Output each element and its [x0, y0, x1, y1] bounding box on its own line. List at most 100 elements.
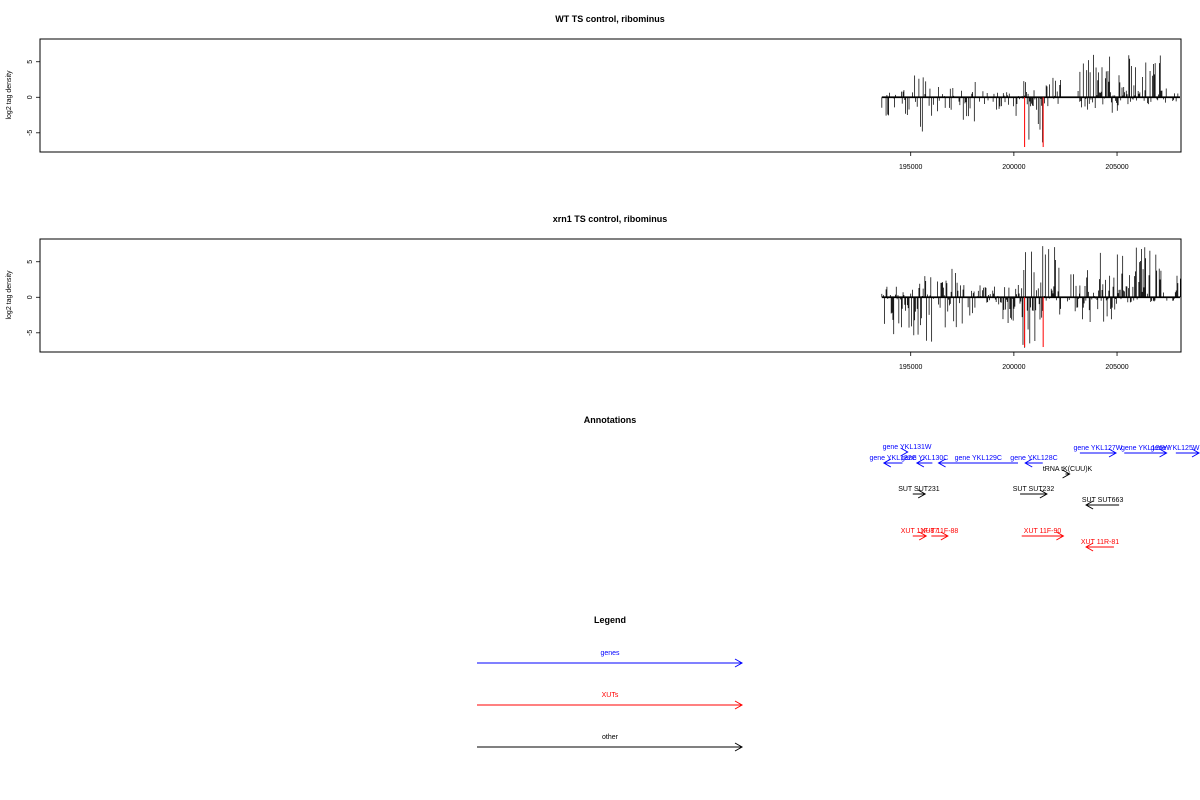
annotation-feature: gene YKL127W — [1073, 445, 1123, 458]
legend-entry: XUTs — [477, 692, 744, 710]
annotation-feature: tRNA tK(CUU)K — [1043, 466, 1093, 479]
density-bar-group — [881, 286, 913, 335]
feature-arrow-head — [1062, 469, 1071, 479]
feature-label: SUT SUT232 — [1013, 486, 1055, 493]
feature-arrow-head — [1108, 448, 1118, 458]
density-bar-group — [958, 81, 980, 122]
feature-arrow-head — [937, 458, 946, 468]
annotation-feature: SUT SUT663 — [1082, 497, 1124, 510]
feature-label: gene YKL131W — [883, 444, 932, 451]
legend-label: XUTs — [602, 692, 619, 699]
y-tick-label: 0 — [27, 95, 34, 99]
density-bar-group — [881, 90, 913, 116]
legend-entry: other — [477, 734, 744, 752]
feature-arrow-head — [915, 458, 925, 468]
x-tick-label: 205000 — [1105, 164, 1128, 171]
plot-frame — [39, 38, 1182, 153]
density-bar-group — [937, 87, 955, 112]
x-tick-label: 195000 — [899, 364, 922, 371]
y-tick-label: -5 — [27, 330, 34, 336]
legend-arrow-head — [734, 700, 744, 710]
density-bar-group — [937, 268, 965, 328]
y-tick-label: -5 — [27, 130, 34, 136]
feature-arrow-head — [900, 447, 909, 457]
y-tick-label: 5 — [27, 60, 34, 64]
density-bar-group — [1172, 93, 1179, 102]
density-bar-group — [1042, 246, 1061, 315]
density-bar-group — [914, 75, 934, 132]
plot-area: -5 0 5 195000 200000 205000 — [27, 238, 1182, 371]
feature-label: gene YKL127W — [1073, 445, 1122, 452]
feature-arrow-head — [1024, 458, 1033, 468]
density-bar-group — [1021, 251, 1043, 348]
feature-label: gene YKL130C — [901, 455, 948, 462]
feature-label: gene YKL128C — [1010, 455, 1057, 462]
feature-arrow-head — [1191, 448, 1200, 458]
density-bar-group — [1119, 247, 1162, 303]
density-bar-group — [1079, 54, 1122, 113]
panel-title: WT TS control, ribominus — [555, 14, 665, 24]
x-tick-label: 205000 — [1105, 364, 1128, 371]
legend-label: other — [602, 734, 619, 741]
density-bar-group — [913, 276, 934, 342]
legend-label: genes — [600, 650, 620, 657]
density-bar-group — [1079, 252, 1120, 323]
feature-label: gene YKL125W — [1151, 445, 1200, 452]
annotation-feature: gene YKL126W — [1121, 445, 1170, 458]
annotations-title: Annotations — [584, 415, 637, 425]
feature-label: SUT SUT231 — [898, 486, 940, 493]
annotation-feature: gene YKL129C — [937, 455, 1018, 468]
density-bar-group — [982, 91, 1020, 116]
feature-label: gene YKL129C — [955, 455, 1002, 462]
annotation-feature: XUT 11F-87 — [901, 528, 939, 541]
annotation-feature: XUT 11F-88 — [921, 528, 959, 541]
feature-arrow-head — [940, 531, 949, 541]
legend-arrow-head — [734, 742, 744, 752]
annotation-feature: XUT 11F-90 — [1021, 528, 1065, 541]
plot-area: -5 0 5 195000 200000 205000 — [27, 38, 1182, 171]
plot-frame — [39, 238, 1182, 353]
annotation-feature: XUT 11R-81 — [1081, 539, 1119, 552]
annotation-feature: gene YKL130C — [901, 455, 948, 468]
density-bars — [881, 54, 1179, 143]
y-tick-label: 0 — [27, 295, 34, 299]
feature-label: XUT 11F-90 — [1024, 528, 1062, 535]
legend-arrow-head — [734, 658, 744, 668]
y-axis-label: log2 tag density — [6, 70, 13, 120]
feature-arrow-head — [1159, 448, 1168, 458]
feature-arrow-head — [1085, 542, 1094, 552]
annotation-feature: SUT SUT232 — [1013, 486, 1055, 499]
x-tick-label: 195000 — [899, 164, 922, 171]
annotation-feature: SUT SUT231 — [898, 486, 940, 499]
feature-arrow-head — [1085, 500, 1094, 510]
feature-label: gene YKL132C — [869, 455, 916, 462]
feature-label: tRNA tK(CUU)K — [1043, 466, 1093, 473]
legend-entry: genes — [477, 650, 744, 668]
feature-label: XUT 11R-81 — [1081, 539, 1119, 546]
annotation-feature: gene YKL131W — [883, 444, 932, 457]
wt-density-panel: WT TS control, ribominus -5 0 5 195000 20000… — [6, 14, 1182, 171]
feature-label: gene YKL126W — [1121, 445, 1170, 452]
x-tick-label: 200000 — [1002, 164, 1025, 171]
feature-arrow-head — [918, 531, 928, 541]
y-tick-label: 5 — [27, 260, 34, 264]
y-axis-label: log2 tag density — [6, 270, 13, 320]
feature-label: XUT 11F-88 — [921, 528, 959, 535]
annotation-feature: gene YKL132C — [869, 455, 917, 468]
annotation-feature: gene YKL125W — [1151, 445, 1200, 458]
density-bar-group — [1021, 81, 1043, 143]
density-bar-group — [1044, 77, 1061, 107]
panel-title: xrn1 TS control, ribominus — [553, 214, 668, 224]
feature-arrow-head — [917, 489, 927, 499]
density-bar-group — [967, 284, 1023, 323]
feature-arrow-head — [1056, 531, 1065, 541]
feature-label: XUT 11F-87 — [901, 528, 939, 535]
feature-arrow-head — [882, 458, 892, 468]
feature-arrow-head — [1039, 489, 1048, 499]
legend-title: Legend — [594, 615, 626, 625]
feature-label: SUT SUT663 — [1082, 497, 1124, 504]
x-tick-label: 200000 — [1002, 364, 1025, 371]
legend: Legend genes XUTs other — [477, 615, 744, 752]
